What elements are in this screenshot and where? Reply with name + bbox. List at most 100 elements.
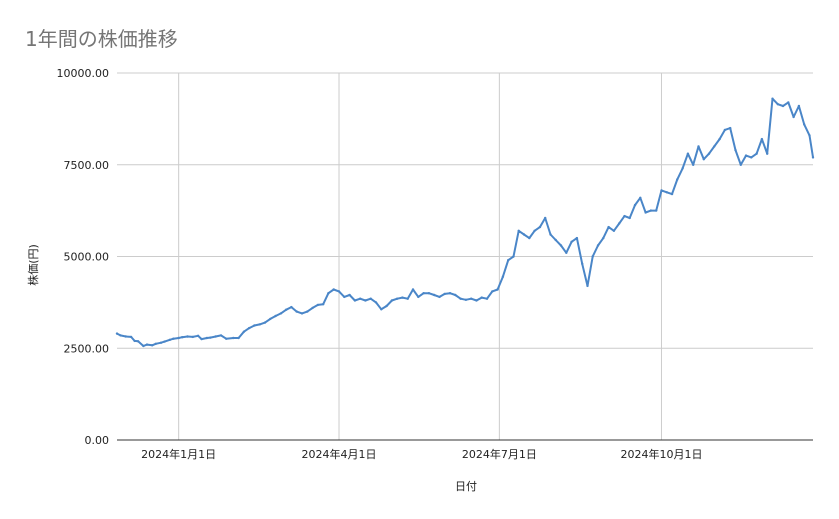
data-point (181, 336, 184, 339)
data-point (322, 303, 325, 306)
data-point (755, 152, 758, 155)
data-point (575, 236, 579, 240)
data-point (401, 296, 404, 299)
data-point (602, 236, 605, 240)
data-point (544, 216, 547, 220)
grid (117, 72, 813, 440)
data-point (485, 297, 489, 300)
y-tick-labels: 0.00 2500.00 5000.00 7500.00 10000.00 (57, 67, 110, 447)
data-point (718, 137, 721, 141)
data-point (676, 178, 679, 181)
data-point (538, 225, 542, 229)
data-point (119, 334, 122, 337)
data-point (713, 145, 716, 148)
data-point (491, 290, 494, 293)
data-point (177, 336, 180, 340)
data-point (607, 225, 610, 229)
data-point (443, 292, 446, 296)
data-point (332, 288, 335, 291)
data-point (533, 229, 536, 232)
data-point (522, 233, 526, 236)
data-point (327, 292, 330, 295)
data-point (507, 259, 510, 262)
data-point (681, 167, 684, 170)
data-point (396, 297, 399, 300)
data-point (219, 334, 223, 337)
data-point (702, 158, 705, 161)
data-point (618, 222, 621, 225)
data-point (586, 284, 589, 288)
data-point (417, 295, 420, 299)
data-point (214, 335, 217, 338)
data-point (760, 137, 764, 141)
data-point (359, 297, 362, 300)
data-point (665, 191, 668, 194)
data-point (248, 326, 251, 330)
data-point (808, 134, 811, 137)
data-point (300, 312, 304, 315)
data-point (364, 299, 367, 302)
x-tick-label: 2024年10月1日 (620, 447, 702, 461)
data-point (242, 330, 246, 333)
data-point (411, 288, 415, 291)
data-point (766, 152, 769, 155)
y-tick-label: 5000.00 (64, 251, 110, 264)
data-point (269, 317, 272, 321)
data-point (232, 336, 235, 340)
series-line (116, 97, 814, 347)
data-point (205, 336, 209, 340)
data-point (142, 344, 145, 348)
x-tick-label: 2024年7月1日 (462, 447, 537, 461)
data-point (697, 145, 700, 148)
data-point (792, 115, 795, 119)
data-point (200, 337, 203, 341)
data-point (343, 295, 346, 299)
chart-title: 1年間の株価推移 (25, 27, 178, 51)
data-point (186, 335, 189, 338)
data-point (129, 335, 133, 339)
data-point (723, 128, 727, 132)
data-point (306, 310, 309, 313)
data-point (612, 229, 616, 232)
data-point (655, 209, 658, 212)
data-point (154, 342, 157, 345)
data-point (380, 308, 383, 311)
data-point (797, 104, 801, 108)
data-point (253, 324, 256, 327)
data-point (163, 340, 166, 343)
data-point (750, 156, 753, 159)
data-point (168, 338, 172, 341)
data-point (565, 251, 568, 254)
data-point (274, 314, 277, 318)
data-point (776, 103, 779, 106)
y-tick-label: 0.00 (85, 434, 110, 447)
data-point (427, 292, 431, 295)
data-point (374, 301, 378, 304)
x-tick-label: 2024年1月1日 (141, 447, 216, 461)
data-point (151, 344, 154, 347)
data-point (480, 296, 483, 299)
data-point (145, 343, 149, 346)
data-point (787, 101, 790, 104)
data-point (734, 148, 737, 152)
data-point (285, 308, 288, 311)
x-tick-label: 2024年4月1日 (302, 447, 377, 461)
data-point (811, 156, 815, 159)
data-point (124, 335, 128, 338)
data-point (290, 305, 293, 309)
data-point (496, 288, 499, 291)
data-point (353, 299, 357, 302)
data-point (470, 297, 473, 300)
data-point (433, 293, 436, 297)
data-point (628, 216, 631, 220)
data-point (159, 341, 163, 344)
data-point (337, 290, 341, 293)
data-point (771, 97, 774, 100)
data-point (172, 337, 175, 340)
data-point (406, 297, 409, 300)
data-point (670, 192, 674, 196)
data-point (348, 293, 351, 297)
data-point (459, 297, 462, 300)
